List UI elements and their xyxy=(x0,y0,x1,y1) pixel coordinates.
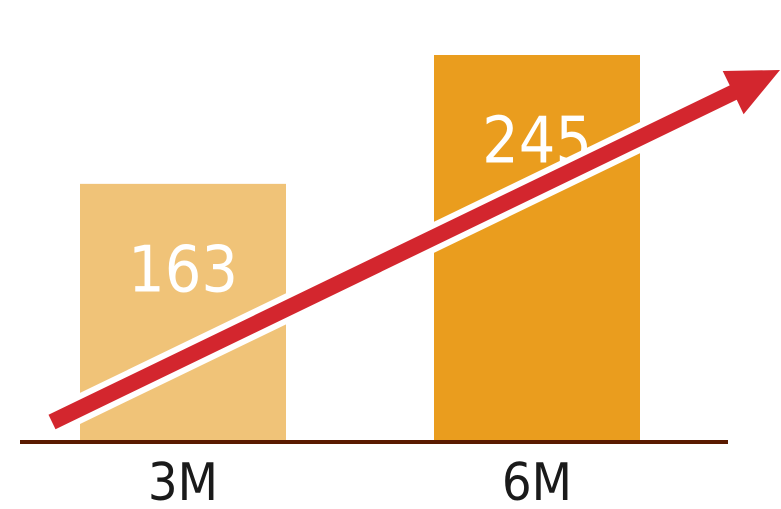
category-label: 6M xyxy=(502,453,572,509)
category-label: 3M xyxy=(148,453,218,509)
bar-value-label: 163 xyxy=(128,233,238,307)
trend-arrow-icon xyxy=(48,70,780,430)
trend-arrow xyxy=(42,64,781,436)
category-labels-layer: 3M 6M xyxy=(148,453,572,509)
bar-6M xyxy=(434,55,640,440)
